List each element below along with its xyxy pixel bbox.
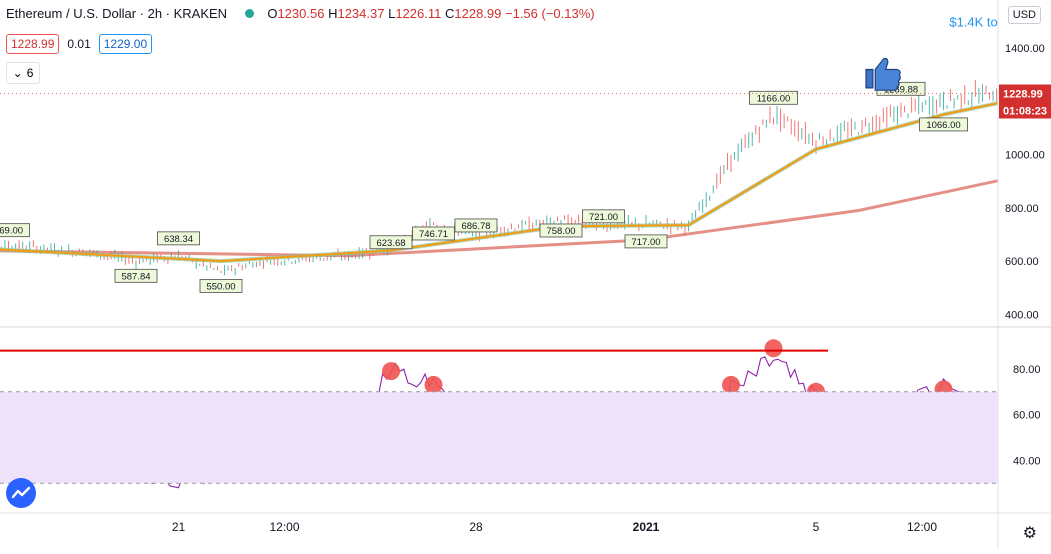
pivot-label-box [412,226,455,241]
pivot-label-box [1047,66,1051,79]
ema-fast-line [0,102,998,263]
rsi-high-marker [382,362,400,381]
indicator-count: 6 [26,66,34,80]
market-status-icon [244,9,254,18]
pivot-label: 550.00 [206,281,235,292]
countdown-badge-label: 01:08:23 [1003,106,1047,118]
rsi-band [0,391,998,484]
pivot-label: 746.71 [419,229,448,240]
time-axis-tick-label: 2021 [633,520,660,534]
thumb-hand [874,57,901,91]
buy-price-button[interactable]: 1229.00 [98,34,153,54]
pivot-label: 623.68 [376,238,405,249]
time-axis-tick-label: 12:00 [269,520,299,534]
time-axis-tick-label: 28 [469,520,483,534]
countdown-badge [999,102,1051,119]
pivot-label: 1289.88 [884,84,918,95]
price-zone-label: $1K to $0.8K zone [997,159,1051,174]
thumbs-up-icon [865,57,901,91]
pivot-label-box [749,90,798,105]
price-axis-tick-label: 800.00 [1005,203,1039,215]
rsi-axis-tick-label: 40.00 [1013,455,1041,467]
currency-button[interactable]: USD [1007,6,1041,24]
price-change: −1.56 (−0.13%) [505,6,595,21]
pivot-label: 587.84 [121,271,150,282]
pivot-label: 1166.00 [757,93,791,104]
time-axis-tick-label: 21 [172,520,186,534]
ohlc-low-value: 1226.11 [395,6,442,21]
rsi-axis-tick-label: 60.00 [1013,410,1041,422]
symbol-title: Ethereum / U.S. Dollar · 2h · KRAKEN [6,6,228,21]
sell-price-button[interactable]: 1228.99 [6,34,60,54]
ohlc-open-value: 1230.56 [277,6,325,21]
price-zone-label: $1.4K to $1.6K zone [949,14,1051,29]
pivot-label-box [199,278,243,293]
pivot-label: 686.78 [461,221,490,232]
rsi-high-marker [424,375,443,394]
last-price-badge [999,84,1051,103]
price-axis-tick-label: 600.00 [1005,256,1039,268]
pivot-label-box [582,209,625,224]
ohlc-close-value: 1228.99 [454,6,502,21]
ohlc-low-label: L [388,6,396,21]
ohlc-open-label: O [267,6,278,21]
pivot-label-box [454,218,498,233]
ohlc-high-value: 1234.37 [337,6,385,21]
price-axis-tick-label: 400.00 [1005,309,1039,321]
thumb-cuff [865,68,874,89]
spread-value: 0.01 [67,37,91,51]
pivot-label-box [157,231,200,246]
pivot-label-box [0,223,30,238]
last-price-badge-label: 1228.99 [1003,89,1043,101]
pivot-label-box [624,234,668,249]
tradingview-logo-icon[interactable] [6,478,36,508]
pivot-label: 1066.00 [926,120,960,131]
gear-icon[interactable]: ⚙ [1022,525,1037,542]
rsi-high-marker [764,339,783,358]
rsi-high-marker [722,375,740,394]
quote-row: 1228.99 0.01 1229.00 [6,34,153,54]
chart-header: Ethereum / U.S. Dollar · 2h · KRAKEN O12… [6,6,595,21]
pivot-label-box [539,223,583,238]
rsi-axis-tick-label: 80.00 [1013,364,1041,376]
indicators-toggle[interactable]: ⌄ 6 [6,62,40,84]
pivot-label: 717.00 [631,237,660,248]
pivot-label-box [919,117,968,132]
ohlc-close-label: C [444,6,455,21]
price-axis-tick-label: 1400.00 [1005,43,1045,55]
pivot-label: 669.00 [0,226,23,237]
price-axis-tick-label: 1000.00 [1005,150,1045,162]
pivot-label-box [114,268,158,283]
pivot-label-box [369,235,413,250]
time-axis-tick-label: 5 [813,520,820,534]
ohlc-high-label: H [328,6,338,21]
plot-area: $1.4K to $1.6K zone$1.2K to $1.4K zone$1… [0,14,1051,489]
pivot-label: 758.00 [546,226,575,237]
pivot-label: 638.34 [164,234,193,245]
time-axis-tick-label: 12:00 [907,520,937,534]
chevron-down-icon: ⌄ [12,66,23,80]
pivot-label: 721.00 [589,212,618,223]
